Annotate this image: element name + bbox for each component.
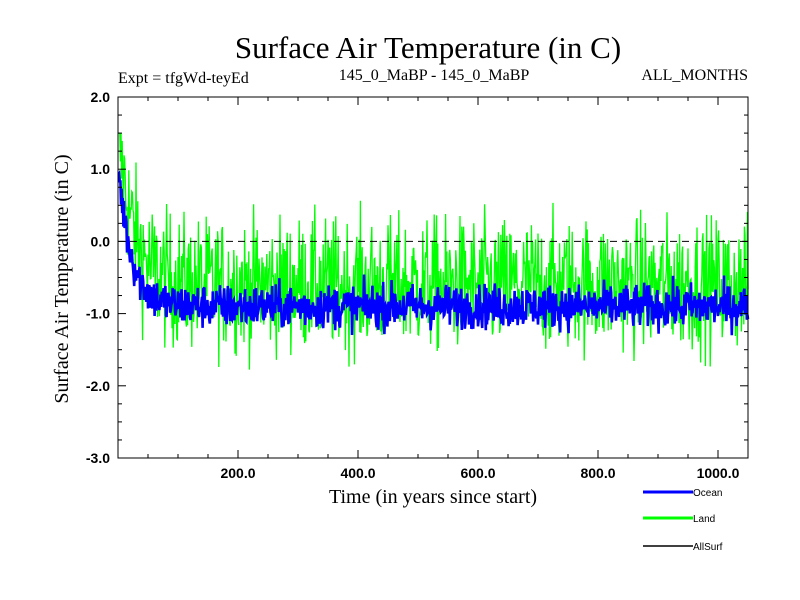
y-axis-label: Surface Air Temperature (in C) xyxy=(51,154,73,403)
axis-ticks xyxy=(118,96,748,459)
legend-label-ocean: Ocean xyxy=(693,488,722,499)
x-tick-label: 600.0 xyxy=(460,465,495,481)
legend-label-allsurf: AllSurf xyxy=(693,542,723,553)
y-tick-label: -1.0 xyxy=(86,306,110,322)
subtitle-months: ALL_MONTHS xyxy=(641,67,748,84)
series-land-line xyxy=(118,132,749,370)
subtitle-experiment: Expt = tfgWd-teyEd xyxy=(118,70,249,87)
y-tick-label: 1.0 xyxy=(91,161,111,177)
land-series-polyline xyxy=(118,132,749,370)
y-tick-label: -3.0 xyxy=(86,450,110,466)
ocean-series-polyline xyxy=(117,169,750,336)
legend: Ocean Land AllSurf xyxy=(643,488,723,553)
y-tick-label: 0.0 xyxy=(91,233,111,249)
series-ocean-line xyxy=(117,169,750,336)
subtitle-period: 145_0_MaBP - 145_0_MaBP xyxy=(339,67,530,84)
x-tick-label: 800.0 xyxy=(580,465,615,481)
y-tick-labels: 2.0 1.0 0.0 -1.0 -2.0 -3.0 xyxy=(86,89,110,466)
x-tick-label: 1000.0 xyxy=(697,465,740,481)
legend-label-land: Land xyxy=(693,514,715,525)
plot-area xyxy=(117,96,750,459)
y-tick-label: -2.0 xyxy=(86,378,110,394)
x-tick-label: 200.0 xyxy=(220,465,255,481)
x-axis-label: Time (in years since start) xyxy=(329,486,537,508)
x-tick-labels: 200.0 400.0 600.0 800.0 1000.0 xyxy=(220,465,739,481)
chart-title: Surface Air Temperature (in C) xyxy=(235,30,621,65)
y-tick-label: 2.0 xyxy=(91,89,111,105)
x-tick-label: 400.0 xyxy=(340,465,375,481)
